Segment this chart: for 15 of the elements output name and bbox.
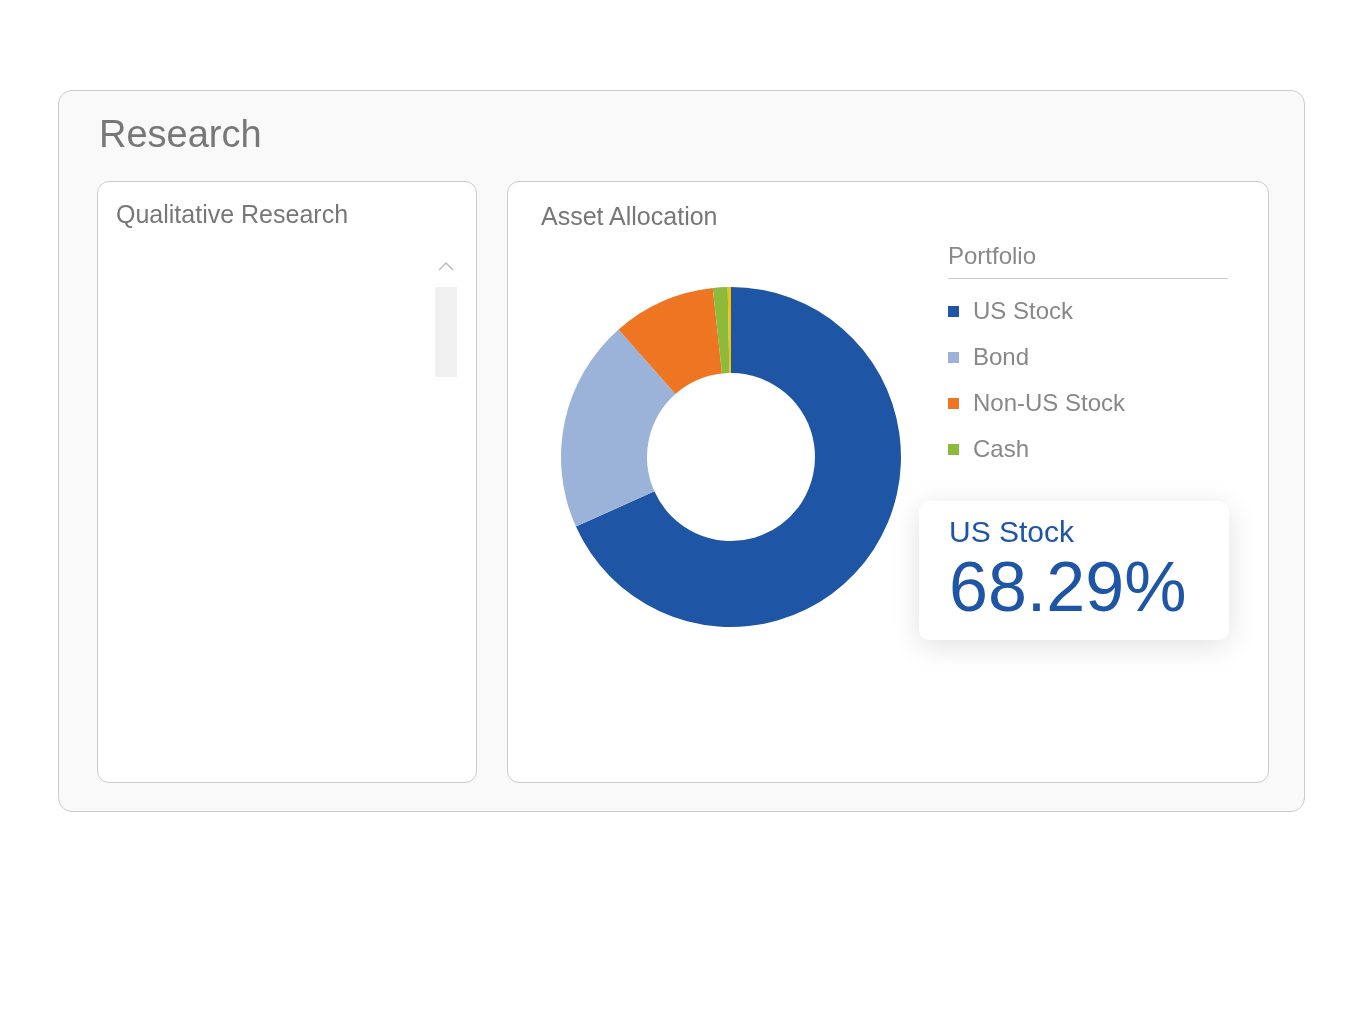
donut-slice (712, 287, 730, 374)
text: Qualitative Research (116, 200, 349, 229)
donut-slice (618, 287, 722, 395)
chart-title: Asset Allocation (541, 202, 718, 231)
legend-label: Non-US Stock (973, 389, 1126, 417)
donut-slice (575, 287, 901, 627)
legend-label: Cash (973, 435, 1030, 463)
legend-label: Bond (973, 343, 1030, 371)
donut-slice (727, 287, 731, 374)
slice-label: US Stock (949, 515, 1076, 549)
text: Research (99, 113, 262, 156)
legend-label: US Stock (973, 297, 1074, 325)
data-label: 68.29% (949, 548, 1188, 626)
legend-title: Portfolio (948, 242, 1228, 279)
donut-slice (561, 329, 676, 527)
